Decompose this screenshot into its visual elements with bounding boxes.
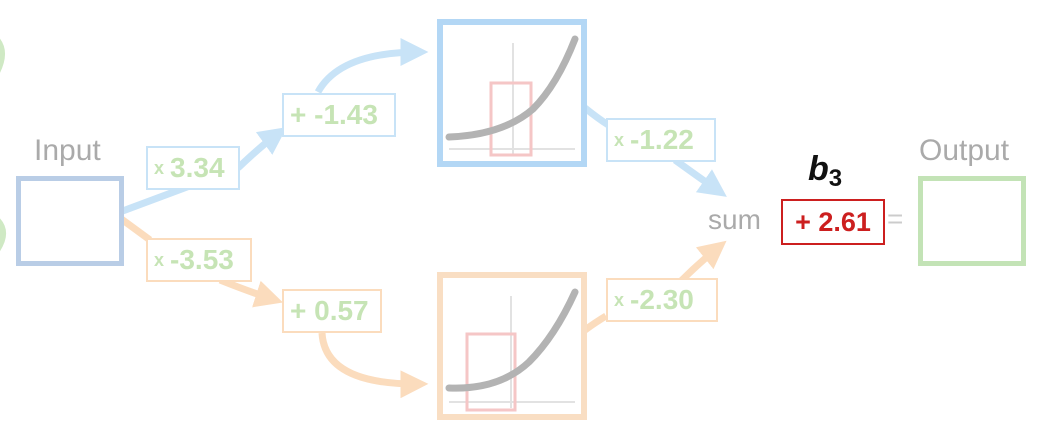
bottom-output-weight-value: -2.30: [630, 284, 694, 315]
arrow-top-to-sum: [672, 157, 727, 197]
arrow-bottom-to-sum: [677, 240, 727, 285]
arrow-to-bottom-activation: [318, 332, 429, 399]
bias-subscript: 3: [828, 165, 843, 192]
softplus-curve-icon: [445, 35, 579, 157]
bottom-input-weight-value: -3.53: [170, 244, 234, 275]
bias-letter: b: [808, 150, 829, 188]
top-output-weight-box: x -1.22: [606, 118, 716, 162]
input-node: [16, 176, 124, 266]
bottom-input-weight-box: x -3.53: [146, 238, 252, 282]
bottom-activation-node: [437, 272, 587, 420]
arrow-to-top-activation: [314, 38, 429, 94]
top-bias-box: + -1.43: [282, 93, 396, 137]
edge-fragment-top: [0, 38, 5, 73]
arrow-to-bottom-bias: [218, 276, 284, 308]
bias-value-box: + 2.61: [781, 199, 885, 245]
bottom-bias-box: + 0.57: [282, 289, 382, 333]
softplus-curve-icon: [445, 288, 579, 412]
multiply-sign: x: [154, 249, 165, 270]
equals-sign: =: [887, 203, 904, 234]
arrow-to-top-bias: [235, 127, 287, 171]
edge-input-to-bottom-weight: [117, 215, 153, 243]
input-label: Input: [34, 134, 101, 167]
multiply-sign: x: [614, 289, 625, 310]
bias-value: + 2.61: [795, 206, 871, 237]
multiply-sign: x: [614, 129, 625, 150]
output-node: [918, 176, 1026, 266]
edge-bottom-activation-to-weight: [582, 312, 608, 333]
top-output-weight-value: -1.22: [630, 124, 694, 155]
bias-symbol: b3: [808, 150, 843, 192]
top-activation-node: [437, 19, 587, 167]
top-input-weight-box: x 3.34: [146, 146, 240, 190]
top-input-weight-value: 3.34: [170, 152, 225, 183]
top-bias-value: + -1.43: [290, 99, 378, 130]
output-label: Output: [919, 134, 1010, 167]
bottom-bias-value: + 0.57: [290, 295, 369, 326]
multiply-sign: x: [154, 157, 165, 178]
edge-fragment-bottom: [0, 218, 6, 252]
bottom-output-weight-box: x -2.30: [606, 278, 718, 322]
sum-label: sum: [708, 204, 761, 235]
